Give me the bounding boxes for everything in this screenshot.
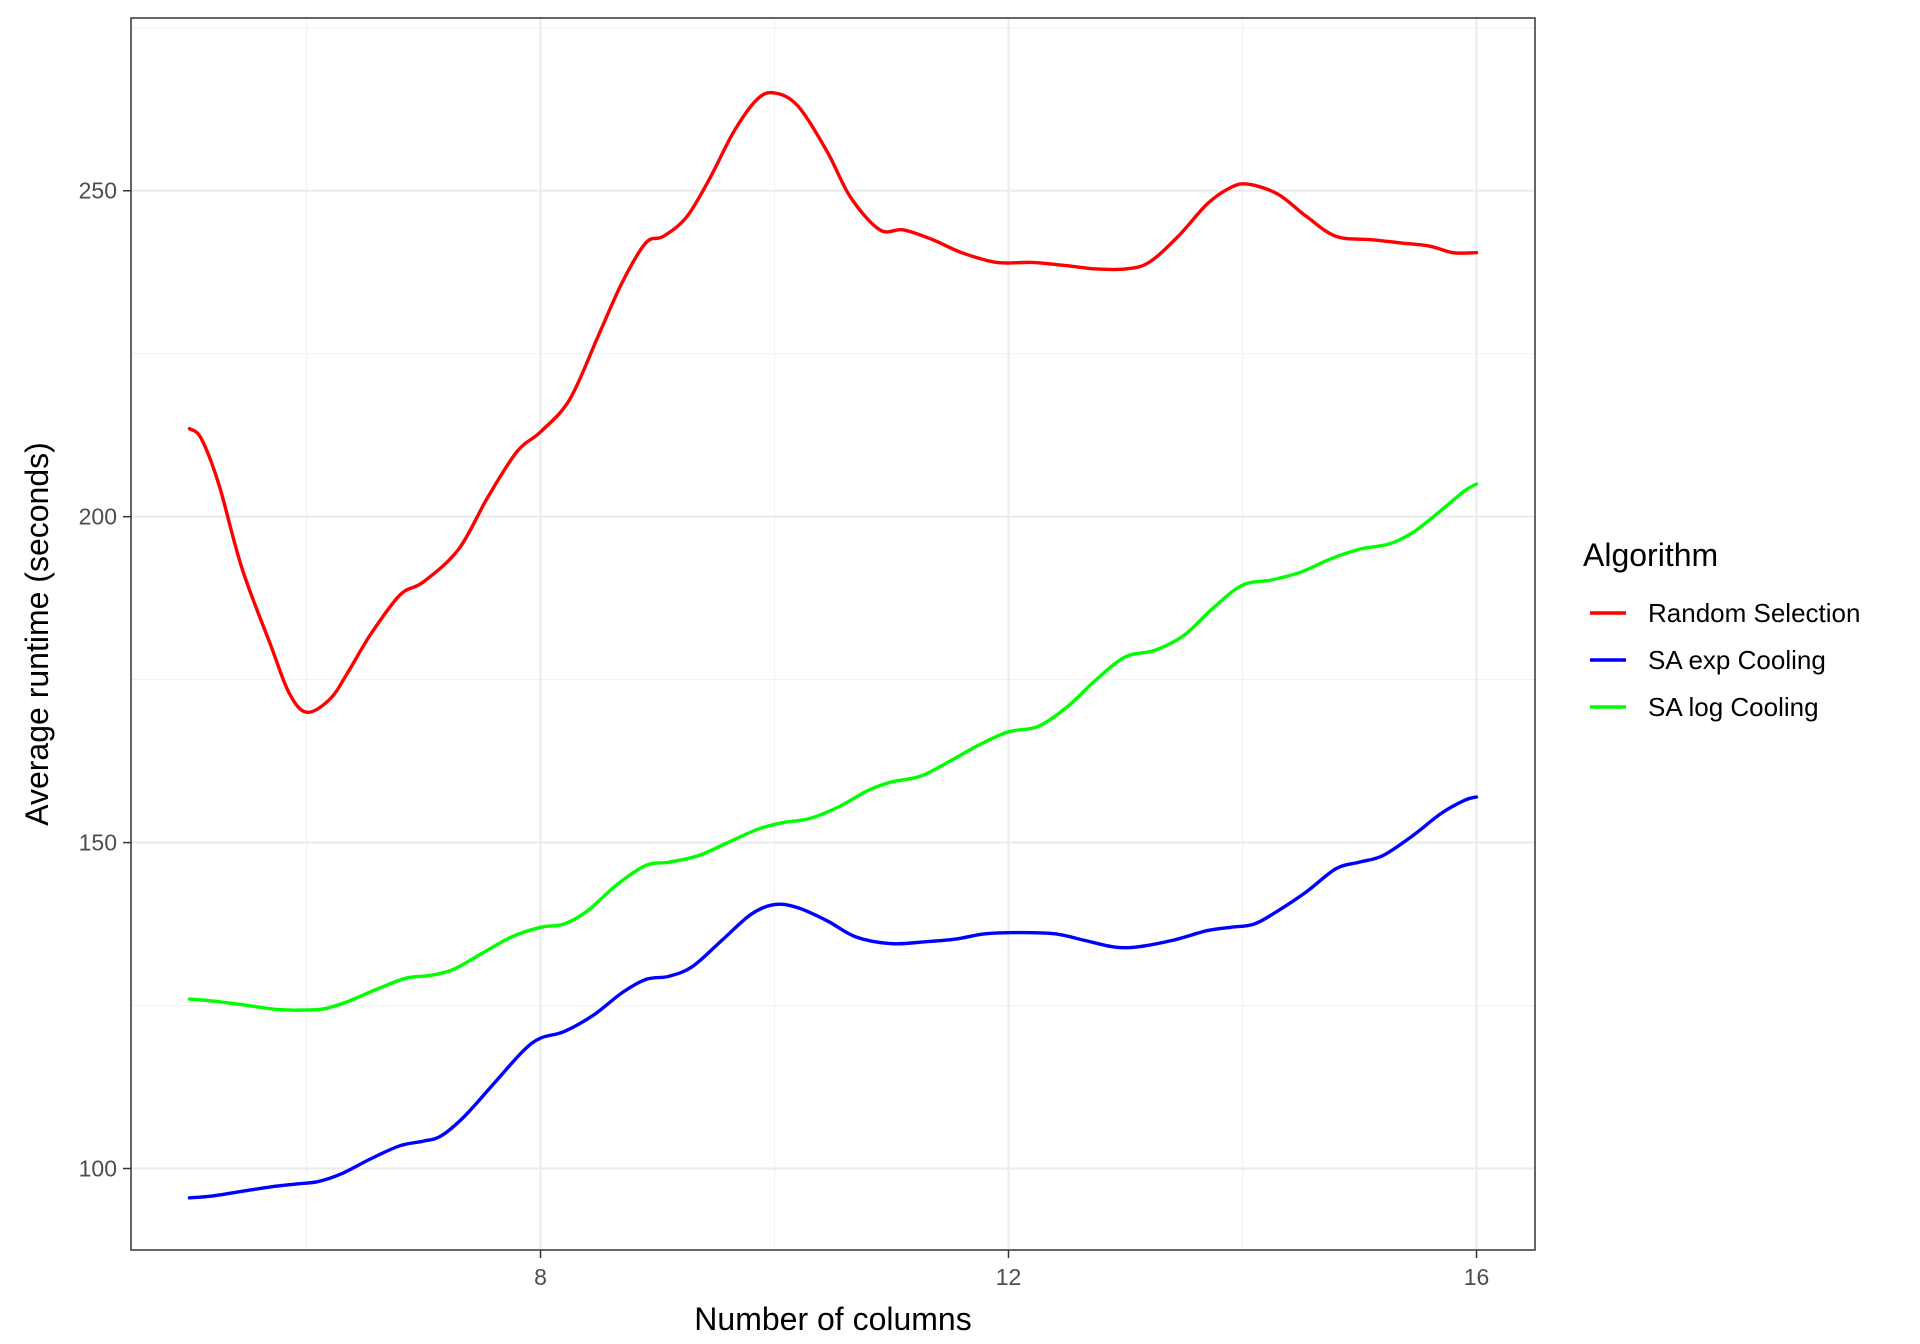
legend-label-random-selection: Random Selection bbox=[1648, 598, 1860, 628]
x-tick-label: 8 bbox=[534, 1264, 547, 1290]
legend-label-sa-log-cooling: SA log Cooling bbox=[1648, 692, 1819, 722]
y-tick-label: 100 bbox=[79, 1156, 117, 1182]
plot-panel-border bbox=[130, 17, 1536, 1251]
x-tick-label: 12 bbox=[996, 1264, 1022, 1290]
y-tick-label: 150 bbox=[79, 830, 117, 856]
legend-items: Random Selection SA exp Cooling SA log Coo… bbox=[1590, 598, 1860, 722]
y-axis-title: Average runtime (seconds) bbox=[19, 442, 55, 826]
grid-minor bbox=[131, 18, 1535, 1250]
y-tick-label: 250 bbox=[79, 178, 117, 204]
legend: Algorithm Random Selection SA exp Cooling… bbox=[1583, 537, 1860, 722]
legend-label-sa-exp-cooling: SA exp Cooling bbox=[1648, 645, 1826, 675]
x-tick-label: 16 bbox=[1464, 1264, 1490, 1290]
y-tick-label: 200 bbox=[79, 504, 117, 530]
legend-title: Algorithm bbox=[1583, 537, 1718, 573]
series-line-sa-log-cooling bbox=[187, 482, 1479, 1012]
series-line-sa-exp-cooling bbox=[187, 795, 1479, 1200]
tick-labels: 8 12 16 100 150 200 250 bbox=[79, 178, 1490, 1290]
axis-ticks bbox=[123, 189, 1478, 1258]
x-axis-title: Number of columns bbox=[694, 1301, 971, 1337]
series-lines bbox=[187, 90, 1479, 1200]
series-line-random-selection bbox=[187, 90, 1479, 714]
grid-major bbox=[131, 18, 1535, 1250]
